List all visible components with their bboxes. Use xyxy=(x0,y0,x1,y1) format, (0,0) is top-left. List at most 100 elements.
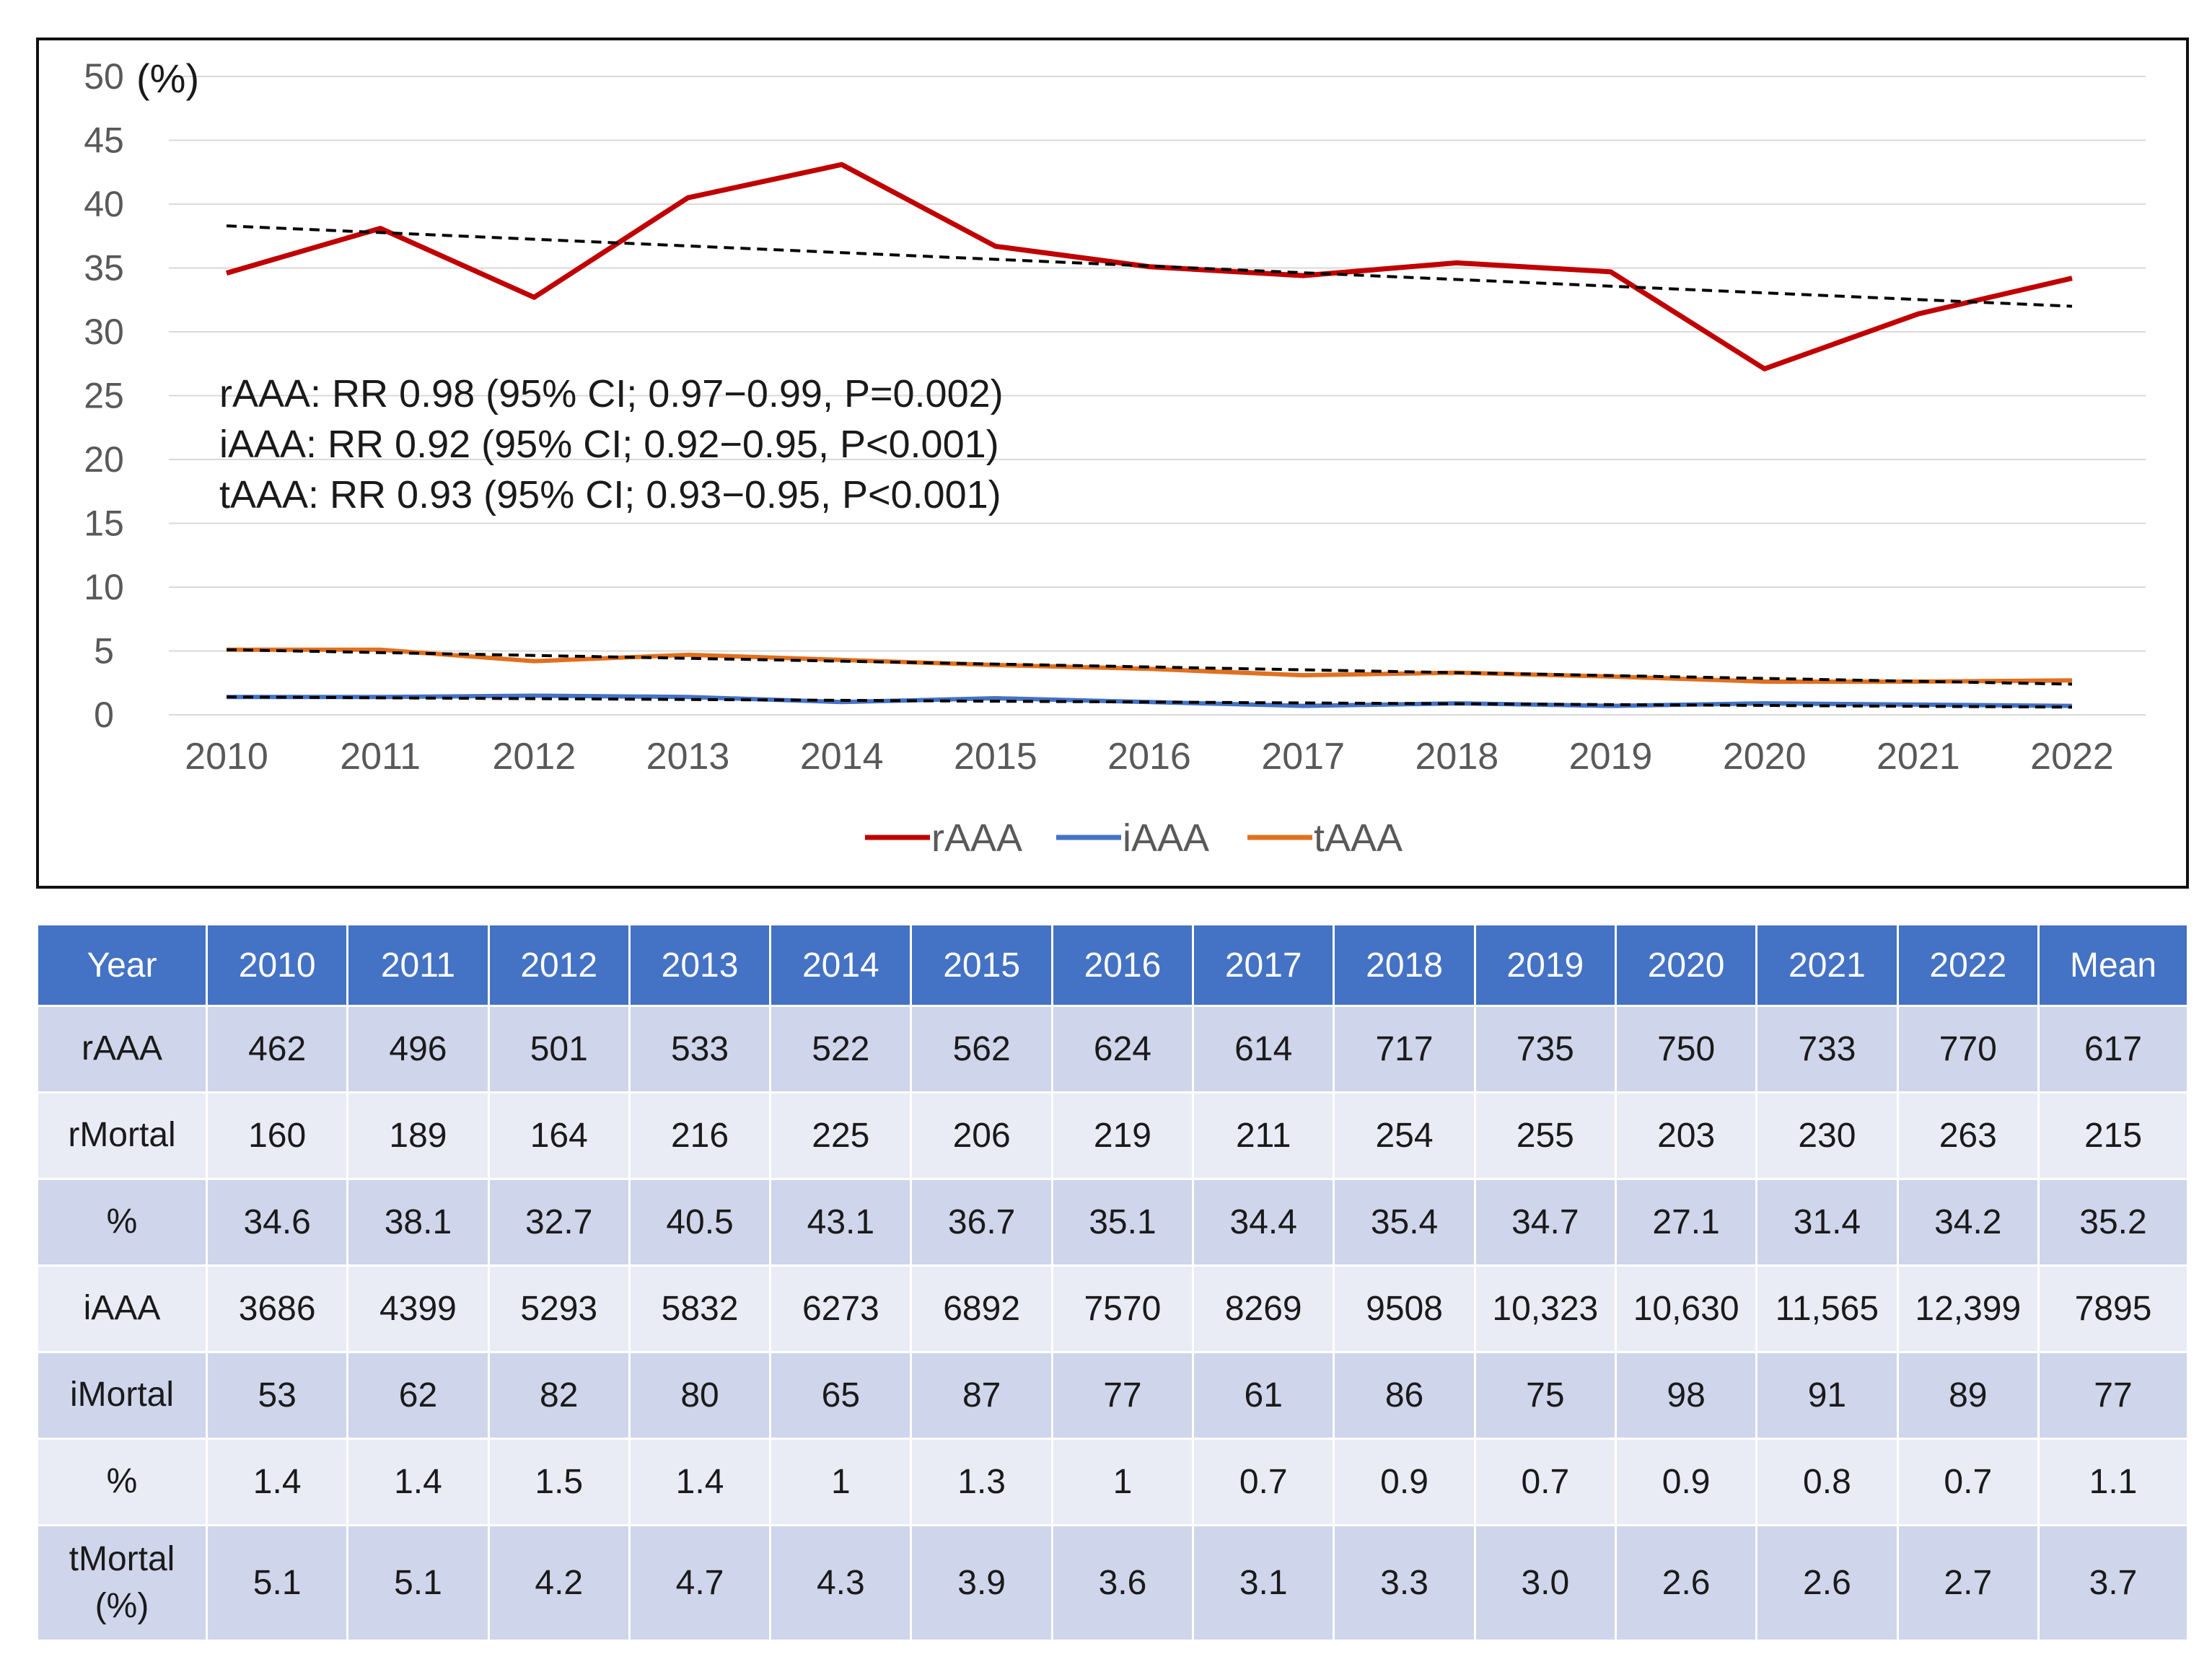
header-cell-2010: 2010 xyxy=(205,923,349,1007)
table-cell: 75 xyxy=(1473,1351,1617,1440)
row-label: % xyxy=(36,1438,208,1526)
table-cell: 7570 xyxy=(1050,1264,1195,1353)
table-cell: 189 xyxy=(346,1091,490,1180)
trendline-rAAA xyxy=(226,224,2073,308)
y-tick-label-50: 50 xyxy=(84,56,124,97)
table-cell: 43.1 xyxy=(769,1178,913,1267)
table-cell: 3.9 xyxy=(910,1524,1053,1642)
table-cell: 255 xyxy=(1473,1091,1617,1180)
row-label: % xyxy=(36,1178,208,1267)
table-cell: 1.4 xyxy=(346,1438,490,1526)
annotation-2: iAAA: RR 0.92 (95% CI; 0.92−0.95, P<0.00… xyxy=(219,423,999,466)
y-axis-label: (%) xyxy=(136,56,199,101)
table-cell: 3.3 xyxy=(1333,1524,1476,1642)
table-cell: 11,565 xyxy=(1755,1264,1899,1353)
table-cell: 5.1 xyxy=(205,1524,349,1642)
y-tick-label-10: 10 xyxy=(84,567,124,607)
table-cell: 82 xyxy=(487,1351,631,1440)
annotation-1: rAAA: RR 0.98 (95% CI; 0.97−0.99, P=0.00… xyxy=(219,372,1004,415)
header-cell-2018: 2018 xyxy=(1333,923,1476,1007)
table-cell: 160 xyxy=(205,1091,349,1180)
table-cell: 1.5 xyxy=(487,1438,631,1526)
table-cell: 34.6 xyxy=(205,1178,349,1267)
x-tick-label-2015: 2015 xyxy=(954,736,1037,778)
table-cell: 770 xyxy=(1896,1005,2040,1094)
row-label: rMortal xyxy=(36,1091,208,1180)
series-line-iAAA xyxy=(227,693,2073,708)
y-tick-label-35: 35 xyxy=(84,248,124,289)
header-cell-year: Year xyxy=(36,923,208,1007)
table-cell: 36.7 xyxy=(910,1178,1053,1267)
header-cell-2019: 2019 xyxy=(1473,923,1617,1007)
table-cell: 225 xyxy=(769,1091,913,1180)
table-cell: 5.1 xyxy=(346,1524,490,1642)
table-cell: 733 xyxy=(1755,1005,1899,1094)
table-cell: 4.2 xyxy=(487,1524,631,1642)
table-cell: 263 xyxy=(1896,1091,2040,1180)
legend-label-iAAA: iAAA xyxy=(1123,817,1209,860)
header-cell-2021: 2021 xyxy=(1755,923,1899,1007)
table-cell: 80 xyxy=(628,1351,772,1440)
table-cell: 3.1 xyxy=(1192,1524,1335,1642)
table-cell: 462 xyxy=(205,1005,349,1094)
legend-label-tAAA: tAAA xyxy=(1314,817,1403,860)
x-tick-label-2016: 2016 xyxy=(1107,736,1191,778)
table-cell: 215 xyxy=(2037,1091,2189,1180)
y-tick-label-20: 20 xyxy=(84,439,124,480)
table-cell: 4.7 xyxy=(628,1524,772,1642)
y-tick-label-15: 15 xyxy=(84,503,124,544)
table-cell: 1.1 xyxy=(2037,1438,2189,1526)
table-cell: 65 xyxy=(769,1351,913,1440)
table-cell: 2.6 xyxy=(1755,1524,1899,1642)
x-tick-label-2014: 2014 xyxy=(800,736,884,778)
table-cell: 3.6 xyxy=(1050,1524,1195,1642)
table-cell: 91 xyxy=(1755,1351,1899,1440)
y-tick-label-0: 0 xyxy=(94,695,114,735)
table-cell: 617 xyxy=(2037,1005,2189,1094)
x-tick-label-2010: 2010 xyxy=(185,736,268,778)
table-row: tMortal (%) 5.1 5.1 4.2 4.7 4.3 3.9 3.6 3.1 3.3 3.… xyxy=(36,1524,2189,1642)
table-row: % 34.6 38.1 32.7 40.5 43.1 36.7 35.1 34.4 35.4 34.… xyxy=(36,1178,2189,1267)
table-cell: 32.7 xyxy=(487,1178,631,1267)
table-cell: 5293 xyxy=(487,1264,631,1353)
table-cell: 38.1 xyxy=(346,1178,490,1267)
x-tick-label-2020: 2020 xyxy=(1723,736,1807,778)
table-cell: 735 xyxy=(1473,1005,1617,1094)
x-tick-label-2012: 2012 xyxy=(492,736,576,778)
table-cell: 750 xyxy=(1614,1005,1758,1094)
table-cell: 230 xyxy=(1755,1091,1899,1180)
table-cell: 34.4 xyxy=(1192,1178,1335,1267)
table-cell: 3.0 xyxy=(1473,1524,1617,1642)
table-cell: 40.5 xyxy=(628,1178,772,1267)
x-tick-label-2018: 2018 xyxy=(1415,736,1498,778)
table-cell: 1.3 xyxy=(910,1438,1053,1526)
y-tick-label-25: 25 xyxy=(84,376,124,416)
x-tick-label-2022: 2022 xyxy=(2030,736,2114,778)
table-cell: 219 xyxy=(1050,1091,1195,1180)
table-cell: 8269 xyxy=(1192,1264,1335,1353)
table-cell: 614 xyxy=(1192,1005,1335,1094)
table-cell: 211 xyxy=(1192,1091,1335,1180)
table-cell: 496 xyxy=(346,1005,490,1094)
header-cell-2015: 2015 xyxy=(910,923,1053,1007)
table-cell: 89 xyxy=(1896,1351,2040,1440)
header-cell-mean: Mean xyxy=(2037,923,2189,1007)
series-line-tAAA xyxy=(227,647,2073,684)
table-cell: 2.7 xyxy=(1896,1524,2040,1642)
chart-frame: 0 5 10 15 20 25 30 35 40 45 50 (%) 2010 2011 2012 2013 2… xyxy=(36,38,2189,889)
table-row: iAAA 3686 4399 5293 5832 6273 6892 7570 8269 9508… xyxy=(36,1264,2189,1353)
table-cell: 0.8 xyxy=(1755,1438,1899,1526)
table-cell: 5832 xyxy=(628,1264,772,1353)
table-cell: 86 xyxy=(1333,1351,1476,1440)
table-cell: 206 xyxy=(910,1091,1053,1180)
y-tick-label-5: 5 xyxy=(94,631,114,672)
header-cell-2016: 2016 xyxy=(1050,923,1195,1007)
table-cell: 62 xyxy=(346,1351,490,1440)
header-cell-2022: 2022 xyxy=(1896,923,2040,1007)
table-cell: 35.2 xyxy=(2037,1178,2189,1267)
table-cell: 31.4 xyxy=(1755,1178,1899,1267)
table-cell: 216 xyxy=(628,1091,772,1180)
header-cell-2011: 2011 xyxy=(346,923,490,1007)
table-cell: 4399 xyxy=(346,1264,490,1353)
mortality-table: Year 2010 2011 2012 2013 2014 2015 2016 2017 2018… xyxy=(36,923,2189,1642)
